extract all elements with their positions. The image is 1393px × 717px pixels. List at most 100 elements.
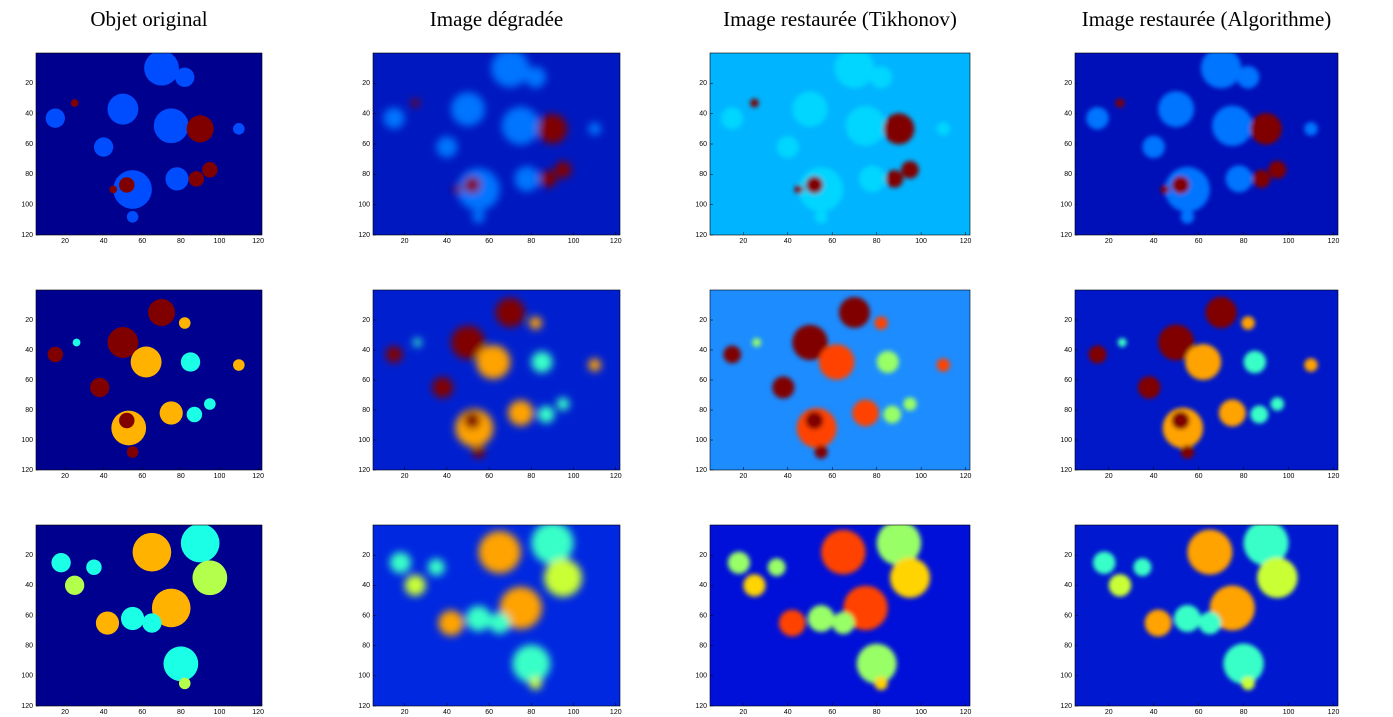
blob bbox=[233, 123, 245, 135]
x-tick-label: 80 bbox=[1240, 709, 1248, 716]
y-tick-label: 120 bbox=[695, 467, 707, 474]
blob bbox=[870, 66, 893, 89]
y-tick-label: 40 bbox=[25, 111, 33, 118]
image-background bbox=[36, 53, 262, 235]
panel-title: Objet original bbox=[90, 7, 207, 31]
blob bbox=[95, 611, 120, 635]
blob bbox=[514, 166, 540, 192]
blob bbox=[936, 358, 950, 372]
image-content bbox=[710, 53, 970, 235]
blob bbox=[142, 613, 162, 633]
image-content bbox=[373, 53, 620, 235]
y-tick-label: 80 bbox=[1064, 643, 1072, 650]
y-tick-label: 60 bbox=[25, 377, 33, 384]
blob bbox=[814, 445, 828, 459]
blob bbox=[1209, 585, 1255, 631]
blob bbox=[885, 169, 904, 188]
blob bbox=[70, 99, 79, 107]
blob bbox=[792, 91, 828, 127]
blob bbox=[537, 114, 568, 144]
blob bbox=[529, 677, 542, 690]
blob bbox=[432, 376, 454, 399]
image-content bbox=[373, 525, 620, 706]
x-tick-label: 40 bbox=[100, 473, 108, 480]
blob bbox=[792, 324, 828, 361]
blob bbox=[389, 552, 412, 574]
y-tick-label: 40 bbox=[1064, 111, 1072, 118]
blob bbox=[843, 585, 888, 631]
x-tick-label: 20 bbox=[1105, 473, 1113, 480]
y-tick-label: 20 bbox=[1064, 317, 1072, 324]
blob bbox=[1241, 676, 1255, 691]
x-tick-label: 80 bbox=[873, 709, 881, 716]
y-tick-label: 40 bbox=[699, 347, 707, 354]
blobs bbox=[45, 53, 245, 223]
blob bbox=[126, 446, 139, 458]
blob bbox=[1252, 169, 1271, 188]
y-tick-label: 100 bbox=[695, 673, 707, 680]
blob bbox=[1223, 643, 1264, 684]
blob bbox=[476, 345, 511, 379]
y-tick-label: 20 bbox=[25, 552, 33, 559]
blob bbox=[491, 53, 530, 88]
blob bbox=[180, 525, 220, 563]
blob bbox=[1268, 160, 1287, 179]
blob bbox=[186, 406, 203, 423]
x-tick-label: 120 bbox=[610, 709, 622, 716]
blob bbox=[151, 588, 191, 628]
blob bbox=[834, 53, 875, 89]
x-tick-label: 60 bbox=[828, 709, 836, 716]
y-tick-label: 40 bbox=[362, 111, 370, 118]
blob bbox=[588, 122, 602, 136]
blob bbox=[451, 92, 485, 127]
blob bbox=[1236, 66, 1260, 89]
y-tick-label: 80 bbox=[1064, 171, 1072, 178]
blob bbox=[554, 161, 572, 179]
blob bbox=[383, 107, 405, 129]
blob bbox=[451, 325, 485, 360]
blob bbox=[1173, 605, 1201, 633]
y-tick-label: 120 bbox=[358, 467, 370, 474]
image-panel: 20 40 60 80 100 120 20 40 60 80 100 120 bbox=[1060, 289, 1339, 480]
x-tick-label: 40 bbox=[443, 238, 451, 245]
blob bbox=[544, 558, 582, 597]
x-tick-label: 80 bbox=[177, 709, 185, 716]
x-tick-label: 60 bbox=[1195, 238, 1203, 245]
blob bbox=[472, 210, 485, 224]
blob bbox=[1225, 165, 1253, 193]
blob bbox=[936, 122, 950, 136]
y-tick-label: 80 bbox=[362, 643, 370, 650]
blob bbox=[794, 185, 804, 194]
y-tick-label: 100 bbox=[358, 673, 370, 680]
x-tick-label: 20 bbox=[1105, 709, 1113, 716]
blob bbox=[202, 162, 218, 178]
x-tick-label: 120 bbox=[252, 238, 264, 245]
x-tick-label: 100 bbox=[1283, 238, 1295, 245]
y-tick-label: 100 bbox=[358, 202, 370, 209]
blob bbox=[45, 108, 65, 128]
x-tick-label: 100 bbox=[214, 238, 226, 245]
y-tick-label: 20 bbox=[25, 80, 33, 87]
blob bbox=[385, 346, 403, 363]
blob bbox=[489, 612, 511, 634]
image-content bbox=[36, 53, 262, 235]
image-panel: 20 40 60 80 100 120 20 40 60 80 100 120 bbox=[358, 524, 622, 716]
blob bbox=[1241, 316, 1255, 330]
image-background bbox=[36, 290, 262, 470]
y-tick-label: 100 bbox=[1060, 437, 1072, 444]
image-content bbox=[1075, 53, 1338, 235]
blob bbox=[874, 316, 888, 330]
blob bbox=[436, 136, 458, 158]
blob bbox=[1088, 345, 1107, 364]
blob bbox=[51, 553, 71, 573]
x-tick-label: 120 bbox=[610, 473, 622, 480]
image-panel: 20 40 60 80 100 120 20 40 60 80 100 120 bbox=[695, 52, 971, 245]
x-tick-label: 120 bbox=[960, 709, 972, 716]
panel-title: Image restaurée (Tikhonov) bbox=[723, 7, 957, 31]
y-tick-label: 80 bbox=[699, 407, 707, 414]
blobs bbox=[389, 525, 582, 690]
blobs bbox=[383, 53, 602, 224]
x-tick-label: 60 bbox=[828, 473, 836, 480]
x-tick-label: 80 bbox=[1240, 238, 1248, 245]
image-background bbox=[1075, 290, 1338, 470]
